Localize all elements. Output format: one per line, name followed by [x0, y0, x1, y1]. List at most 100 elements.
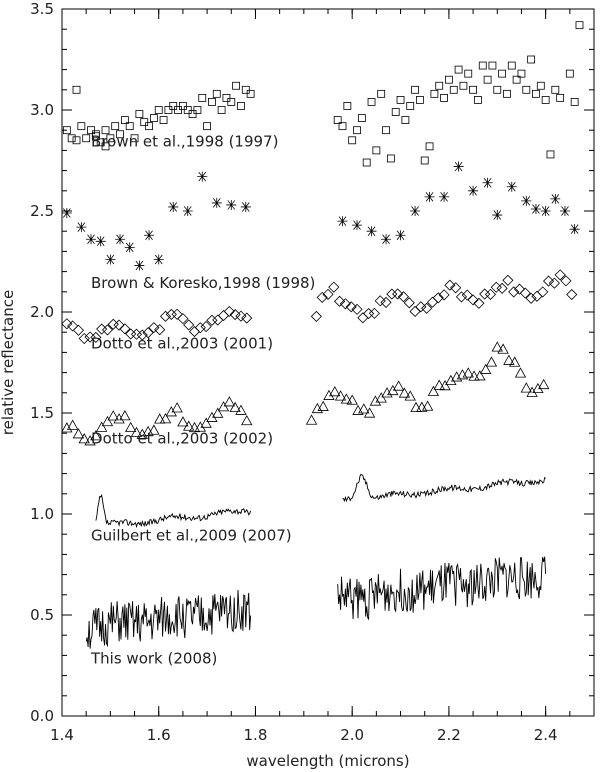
data-point-triangle: [526, 386, 538, 397]
data-point-square: [183, 106, 192, 114]
data-point-asterisk: [211, 197, 222, 208]
data-point-square: [77, 122, 86, 131]
data-point-diamond: [461, 289, 473, 301]
data-point-diamond: [171, 308, 183, 320]
data-point-triangle: [329, 385, 341, 397]
data-point-square: [120, 116, 129, 124]
data-point-square: [435, 81, 444, 90]
data-point-square: [367, 98, 376, 106]
data-point-asterisk: [506, 181, 517, 192]
data-point-diamond: [223, 305, 235, 318]
data-point-diamond: [235, 310, 247, 322]
data-point-square: [188, 110, 197, 118]
data-point-square: [406, 102, 415, 110]
data-point-square: [82, 134, 91, 143]
data-point-square: [440, 93, 448, 102]
data-point-square: [357, 114, 366, 122]
data-point-diamond: [183, 319, 195, 331]
data-point-triangle: [154, 413, 166, 424]
data-point-triangle: [363, 407, 376, 418]
data-point-triangle: [532, 382, 544, 394]
data-point-diamond: [496, 282, 508, 294]
data-point-square: [232, 81, 241, 90]
data-point-square: [445, 75, 453, 84]
data-point-asterisk: [134, 260, 145, 271]
data-point-square: [111, 122, 120, 131]
data-point-triangle: [95, 421, 108, 432]
data-point-square: [159, 116, 168, 124]
x-tick-label: 2.4: [534, 726, 558, 744]
plot-border: [61, 8, 595, 717]
data-point-triangle: [235, 404, 247, 415]
data-point-diamond: [119, 323, 131, 335]
data-point-triangle: [217, 401, 230, 412]
data-point-diamond: [177, 313, 189, 325]
data-point-diamond: [374, 295, 386, 307]
data-point-square: [135, 110, 144, 118]
data-point-square: [425, 142, 434, 151]
data-point-asterisk: [410, 206, 421, 216]
data-point-square: [469, 85, 477, 94]
data-point-asterisk: [115, 234, 126, 245]
data-point-triangle: [491, 341, 503, 352]
data-point-diamond: [136, 329, 148, 341]
data-point-diamond: [206, 314, 218, 326]
data-point-diamond: [357, 312, 369, 324]
data-point-triangle: [445, 374, 457, 386]
data-point-asterisk: [352, 220, 363, 231]
y-tick-label: 2.5: [30, 202, 54, 220]
data-point-diamond: [531, 290, 543, 302]
data-point-triangle: [398, 387, 411, 398]
data-point-diamond: [339, 298, 351, 310]
data-point-triangle: [340, 393, 353, 404]
data-point-asterisk: [540, 206, 551, 216]
series-4: [61, 341, 550, 446]
data-point-square: [198, 93, 207, 102]
data-point-square: [91, 130, 100, 139]
data-point-triangle: [148, 424, 160, 435]
y-tick-label: 3.0: [30, 101, 54, 119]
y-axis-label: relative reflectance: [0, 290, 17, 435]
data-point-asterisk: [439, 191, 450, 202]
data-point-diamond: [380, 296, 392, 308]
data-point-asterisk: [492, 210, 503, 221]
data-point-asterisk: [197, 171, 208, 182]
data-point-triangle: [171, 402, 183, 413]
series-label-6: This work (2008): [90, 649, 217, 667]
data-point-triangle: [241, 414, 253, 426]
data-point-square: [478, 61, 487, 70]
data-point-triangle: [84, 435, 96, 446]
data-point-diamond: [328, 281, 340, 293]
data-point-square: [377, 89, 386, 98]
data-point-triangle: [520, 382, 532, 393]
data-point-triangle: [78, 433, 90, 444]
data-point-square: [512, 75, 521, 84]
data-point-triangle: [410, 401, 422, 413]
data-point-square: [338, 122, 347, 131]
data-point-diamond: [450, 282, 462, 294]
data-point-triangle: [305, 414, 318, 425]
y-tick-label: 1.0: [30, 505, 54, 523]
data-point-triangle: [194, 421, 206, 432]
data-point-triangle: [421, 400, 434, 411]
data-point-diamond: [438, 289, 450, 301]
data-point-triangle: [375, 392, 387, 403]
data-point-triangle: [404, 390, 416, 401]
data-point-square: [353, 126, 361, 135]
data-point-square: [96, 138, 105, 147]
data-point-square: [72, 85, 81, 94]
data-point-asterisk: [76, 222, 87, 233]
data-point-diamond: [502, 274, 514, 286]
data-point-square: [362, 158, 371, 167]
data-point-triangle: [159, 413, 172, 424]
data-point-square: [391, 108, 400, 116]
data-point-asterisk: [95, 236, 106, 247]
data-point-diamond: [368, 307, 380, 319]
data-point-diamond: [72, 324, 85, 336]
data-point-square: [203, 122, 211, 131]
data-point-triangle: [485, 356, 498, 367]
data-point-triangle: [474, 370, 486, 381]
data-point-triangle: [433, 379, 445, 390]
data-point-square: [522, 85, 531, 94]
data-point-diamond: [159, 310, 172, 322]
